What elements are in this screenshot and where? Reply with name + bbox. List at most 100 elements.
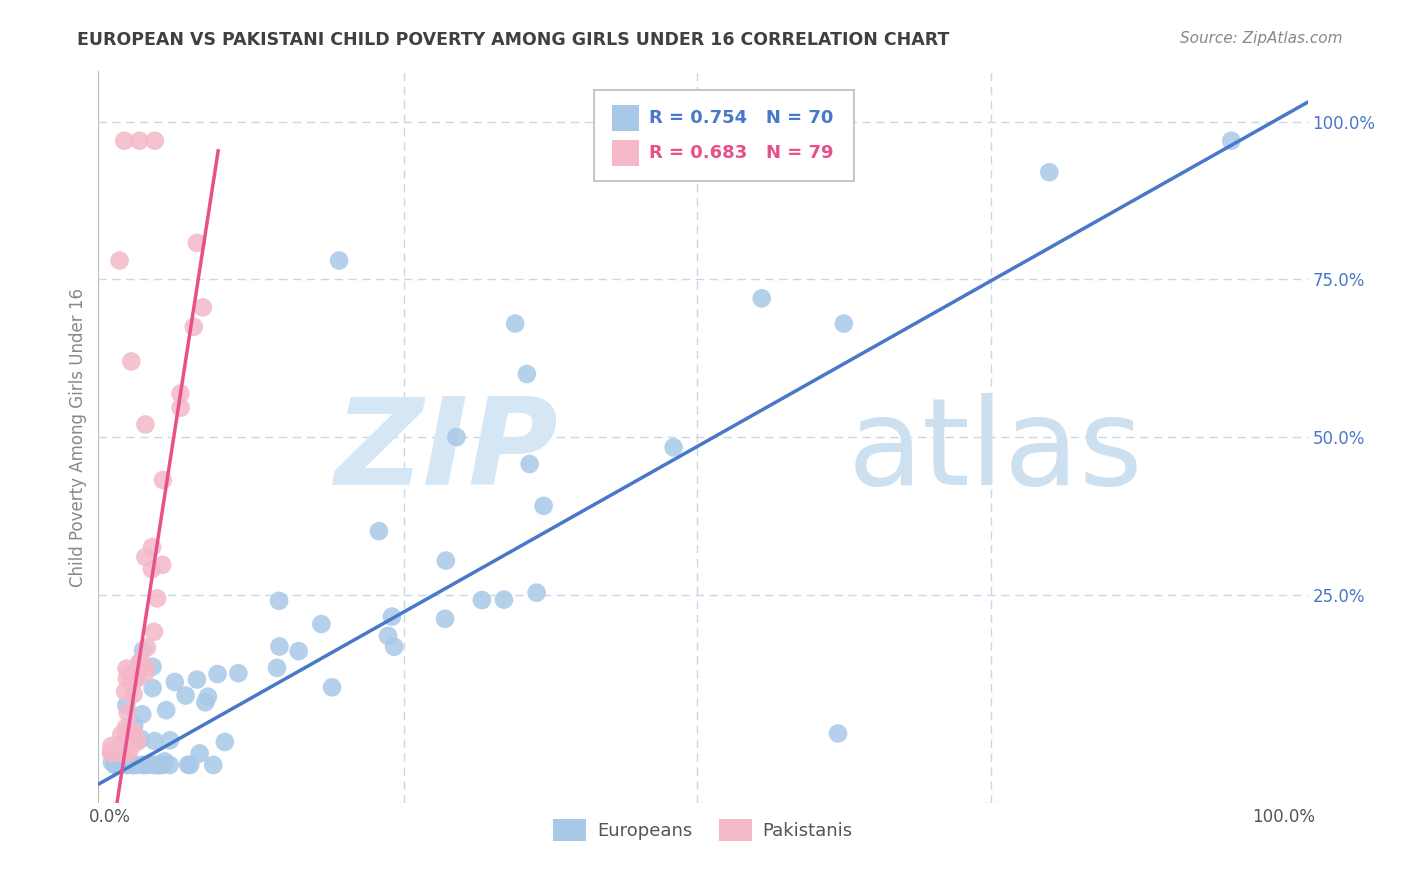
Point [107, 745, 129, 759]
Point [526, 585, 548, 599]
Point [169, 386, 191, 401]
Point [207, 667, 229, 681]
Point [183, 319, 205, 334]
Point [112, 134, 135, 148]
Point [122, 687, 145, 701]
Point [194, 695, 217, 709]
Point [134, 417, 156, 432]
Point [100, 745, 122, 759]
Point [111, 745, 134, 759]
Point [101, 745, 124, 759]
Point [104, 745, 127, 759]
Point [131, 707, 153, 722]
Point [381, 609, 404, 624]
Text: R = 0.754   N = 70: R = 0.754 N = 70 [648, 109, 832, 128]
Point [100, 745, 122, 759]
Point [159, 758, 181, 772]
Point [120, 354, 142, 368]
Point [179, 758, 201, 772]
Point [155, 703, 177, 717]
Point [132, 643, 155, 657]
Point [117, 758, 139, 772]
Point [103, 745, 125, 759]
Point [115, 721, 138, 735]
Point [129, 731, 152, 746]
Point [128, 656, 150, 670]
Point [434, 612, 457, 626]
FancyBboxPatch shape [595, 90, 855, 181]
Point [134, 665, 156, 680]
Point [134, 659, 156, 673]
Point [118, 723, 141, 737]
Point [202, 758, 225, 772]
Point [471, 593, 494, 607]
Point [117, 745, 139, 759]
Point [101, 745, 124, 759]
Point [177, 757, 200, 772]
Text: atlas: atlas [848, 393, 1143, 510]
Point [100, 745, 122, 759]
Point [100, 745, 122, 759]
Point [120, 673, 142, 687]
Point [382, 640, 405, 654]
Point [214, 735, 236, 749]
Point [150, 558, 173, 572]
Y-axis label: Child Poverty Among Girls Under 16: Child Poverty Among Girls Under 16 [69, 287, 87, 587]
Point [127, 734, 149, 748]
Point [117, 706, 139, 720]
Bar [613, 105, 638, 131]
Point [266, 661, 288, 675]
Point [533, 499, 555, 513]
Point [100, 745, 122, 759]
Point [832, 317, 855, 331]
Point [125, 673, 148, 687]
Point [446, 430, 468, 444]
Point [152, 473, 174, 487]
Point [100, 739, 122, 753]
Point [104, 758, 127, 772]
Point [141, 540, 163, 554]
Point [287, 644, 309, 658]
Point [143, 734, 166, 748]
Point [135, 640, 157, 655]
Point [122, 725, 145, 739]
Point [141, 562, 163, 576]
Point [188, 747, 211, 761]
Point [114, 745, 136, 759]
Point [114, 684, 136, 698]
Point [104, 745, 127, 759]
Point [143, 134, 166, 148]
Point [104, 758, 127, 772]
Point [311, 617, 333, 632]
Point [159, 733, 181, 747]
Point [120, 666, 142, 681]
Point [153, 755, 176, 769]
Point [146, 591, 169, 606]
Point [105, 745, 128, 759]
Point [132, 758, 155, 772]
Point [121, 758, 143, 772]
Point [110, 727, 132, 741]
Point [150, 758, 173, 772]
Point [132, 758, 155, 772]
Bar [613, 140, 638, 167]
Point [368, 524, 391, 538]
Point [129, 655, 152, 669]
Point [100, 745, 122, 759]
Text: R = 0.683   N = 79: R = 0.683 N = 79 [648, 145, 834, 162]
Point [115, 662, 138, 676]
Point [104, 745, 127, 759]
Point [141, 659, 163, 673]
Point [115, 698, 138, 713]
Point [148, 758, 170, 772]
Point [107, 745, 129, 759]
Point [191, 301, 214, 315]
Point [112, 735, 135, 749]
Point [103, 745, 125, 759]
Point [267, 594, 290, 608]
Text: ZIP: ZIP [335, 393, 558, 510]
Point [321, 680, 343, 694]
Point [197, 690, 219, 704]
Point [108, 737, 131, 751]
Point [228, 666, 250, 681]
